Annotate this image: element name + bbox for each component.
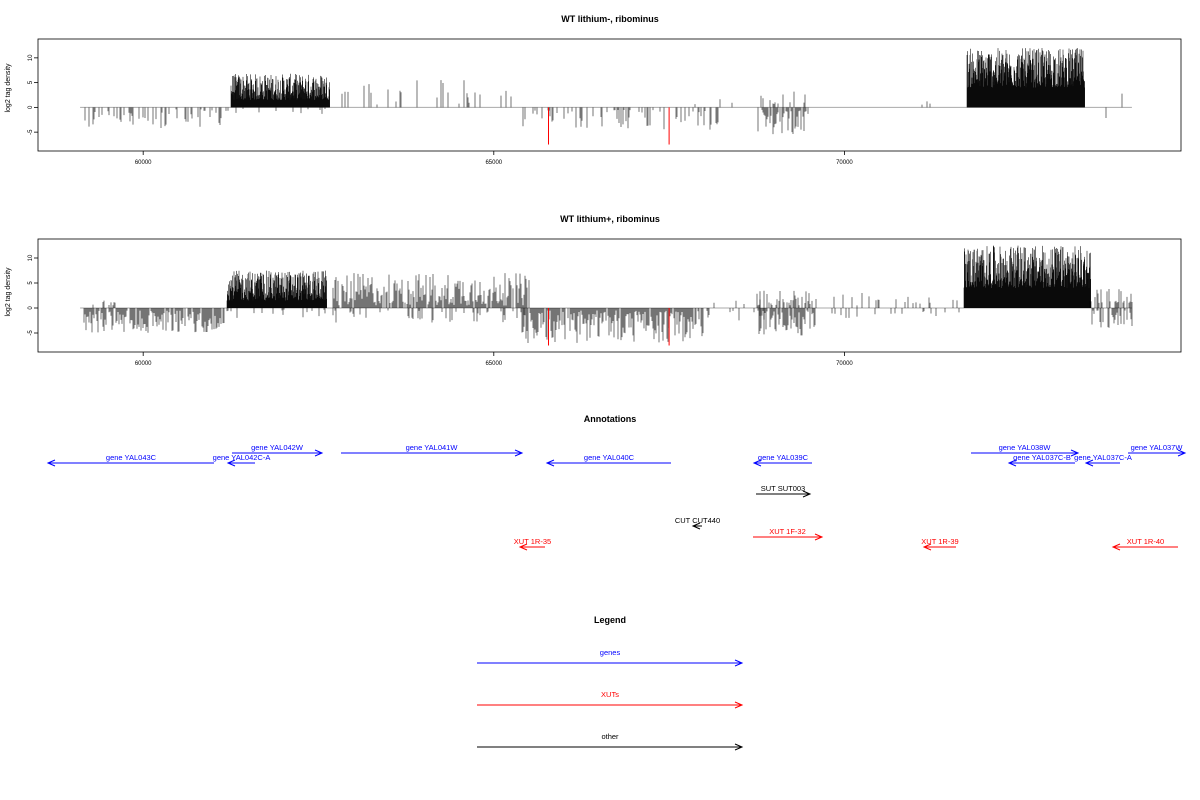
- annotation-gene: gene YAL037C-A: [1074, 453, 1132, 467]
- annotation-label: gene YAL042C-A: [213, 453, 271, 462]
- highlight-marks: [547, 107, 670, 145]
- y-tick-label: 0: [28, 105, 34, 109]
- annotation-label: gene YAL042W: [251, 443, 304, 452]
- annotation-gene: gene YAL041W: [341, 443, 524, 457]
- annotation-label: gene YAL043C: [106, 453, 157, 462]
- annotation-arrow: [922, 543, 956, 551]
- track-panel-lithium-plus: WT lithium+, ribominus log2 tag density …: [5, 214, 1182, 367]
- panel-title: WT lithium-, ribominus: [561, 14, 659, 24]
- plot-frame: [37, 238, 1182, 353]
- annotations-title: Annotations: [584, 414, 637, 424]
- annotation-label: CUT CUT440: [675, 516, 720, 525]
- legend-item: XUTs: [477, 690, 744, 709]
- annotation-arrow: [971, 449, 1080, 457]
- track-panel-lithium-minus: WT lithium-, ribominus log2 tag density …: [5, 14, 1182, 166]
- annotation-arrow: [1084, 459, 1120, 467]
- annotation-label: gene YAL037C-B: [1013, 453, 1071, 462]
- legend-arrow: [477, 743, 744, 751]
- annotation-gene: gene YAL038W: [971, 443, 1080, 457]
- legend-arrow: [477, 701, 744, 709]
- annotation-label: gene YAL037W: [1131, 443, 1184, 452]
- annotation-arrow: [756, 490, 812, 498]
- axis-ticks: 60000 65000 70000 -5 0 5 10: [28, 254, 853, 367]
- annotation-label: XUT 1F-32: [769, 527, 806, 536]
- annotation-label: gene YAL040C: [584, 453, 635, 462]
- annotation-xut: XUT 1F-32: [753, 527, 824, 541]
- x-tick-label: 65000: [485, 361, 502, 367]
- legend-item: genes: [477, 648, 744, 667]
- x-tick-label: 70000: [836, 160, 853, 166]
- annotation-arrow: [752, 459, 812, 467]
- y-tick-label: -5: [28, 330, 34, 336]
- legend-item: other: [477, 732, 744, 751]
- annotation-arrow: [46, 459, 214, 467]
- annotation-other: CUT CUT440: [675, 516, 720, 530]
- axis-ticks: 60000 65000 70000 -5 0 5 10: [28, 54, 853, 166]
- annotation-gene: gene YAL037C-B: [1007, 453, 1075, 467]
- y-tick-label: 5: [28, 281, 34, 285]
- plot-frame: [37, 38, 1182, 152]
- x-tick-label: 60000: [135, 361, 152, 367]
- legend-label: other: [601, 732, 619, 741]
- annotation-gene: gene YAL042W: [232, 443, 324, 457]
- legend-arrow: [477, 659, 744, 667]
- y-tick-label: 10: [28, 254, 34, 261]
- annotation-label: gene YAL038W: [999, 443, 1052, 452]
- annotation-arrow: [232, 449, 324, 457]
- legend-title: Legend: [594, 615, 626, 625]
- annotation-arrow: [226, 459, 255, 467]
- annotation-label: XUT 1R-40: [1127, 537, 1164, 546]
- annotations-track: Annotations gene YAL043C gene YAL042C-Age…: [46, 414, 1187, 551]
- y-tick-label: 0: [28, 306, 34, 310]
- annotation-gene: gene YAL043C: [46, 453, 214, 467]
- annotation-arrow: [1111, 543, 1178, 551]
- y-tick-label: 10: [28, 54, 34, 61]
- annotation-arrow: [1128, 449, 1187, 457]
- annotation-label: gene YAL041W: [406, 443, 459, 452]
- annotation-xut: XUT 1R-35: [514, 537, 551, 551]
- annotation-gene: gene YAL040C: [545, 453, 671, 467]
- y-tick-label: 5: [28, 80, 34, 84]
- x-tick-label: 70000: [836, 361, 853, 367]
- annotation-other: SUT SUT003: [756, 484, 812, 498]
- annotation-label: gene YAL039C: [758, 453, 809, 462]
- annotation-arrow: [341, 449, 524, 457]
- annotation-gene: gene YAL037W: [1128, 443, 1187, 457]
- annotation-arrow: [545, 459, 671, 467]
- annotation-gene: gene YAL042C-A: [213, 453, 271, 467]
- annotation-arrow: [1007, 459, 1075, 467]
- annotation-arrow: [518, 543, 545, 551]
- highlight-marks: [547, 308, 670, 346]
- annotation-label: gene YAL037C-A: [1074, 453, 1132, 462]
- annotation-gene: gene YAL039C: [752, 453, 812, 467]
- legend-label: genes: [600, 648, 621, 657]
- y-axis-label: log2 tag density: [5, 267, 12, 317]
- x-tick-label: 65000: [485, 160, 502, 166]
- x-tick-label: 60000: [135, 160, 152, 166]
- annotation-label: XUT 1R-35: [514, 537, 551, 546]
- y-tick-label: -5: [28, 129, 34, 135]
- annotation-label: XUT 1R-39: [921, 537, 958, 546]
- y-axis-label: log2 tag density: [5, 63, 12, 113]
- legend-items: genes XUTs other: [477, 648, 744, 751]
- signal-bars: [80, 245, 1133, 343]
- annotation-arrow: [691, 522, 702, 530]
- legend: Legend genes XUTs other: [477, 615, 744, 751]
- annotation-arrow: [753, 533, 824, 541]
- annotation-label: SUT SUT003: [761, 484, 805, 493]
- panel-title: WT lithium+, ribominus: [560, 214, 660, 224]
- annotation-xut: XUT 1R-40: [1111, 537, 1178, 551]
- legend-label: XUTs: [601, 690, 619, 699]
- signal-bars: [80, 47, 1132, 135]
- annotation-xut: XUT 1R-39: [921, 537, 959, 551]
